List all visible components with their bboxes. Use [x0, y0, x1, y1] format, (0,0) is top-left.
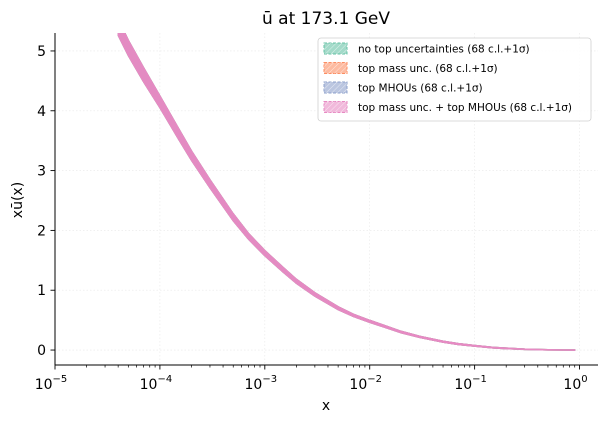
- x-axis-label: x: [322, 398, 330, 414]
- uncertainty-bands: [117, 33, 576, 351]
- chart-title: ū at 173.1 GeV: [262, 9, 390, 29]
- series-band-4: [117, 33, 576, 351]
- legend-label: no top uncertainties (68 c.l.+1σ): [358, 44, 530, 56]
- legend-box: [317, 37, 592, 122]
- legend-label: top mass unc. + top MHOUs (68 c.l.+1σ): [358, 102, 572, 114]
- y-tick-label: 5: [37, 44, 46, 60]
- x-tick-label: 10−3: [245, 374, 278, 393]
- y-tick-label: 2: [37, 223, 46, 239]
- y-tick-label: 3: [37, 164, 46, 180]
- y-tick-label: 4: [37, 104, 46, 120]
- legend-label: top MHOUs (68 c.l.+1σ): [358, 83, 483, 95]
- x-tick-label: 10−1: [454, 374, 487, 393]
- legend-swatch-hatch: [324, 43, 347, 54]
- x-tick-label: 10−5: [35, 374, 68, 393]
- legend-swatch-hatch: [324, 101, 347, 113]
- legend-swatch-hatch: [324, 62, 347, 74]
- tick-labels: 10−5 10−4 10−3 10−2 10−1 100 0 1 2 3 4 5: [35, 44, 588, 393]
- x-tick-label: 10−2: [349, 374, 382, 393]
- axes: [50, 33, 598, 370]
- y-tick-label: 1: [37, 283, 46, 299]
- y-tick-label: 0: [37, 343, 46, 359]
- x-tick-label: 10−4: [140, 374, 173, 393]
- legend: no top uncertainties (68 c.l.+1σ) top mas…: [317, 37, 592, 122]
- legend-label: top mass unc. (68 c.l.+1σ): [358, 63, 498, 75]
- x-tick-label: 100: [563, 374, 587, 393]
- y-axis-label: xū(x): [10, 182, 26, 218]
- legend-swatch-hatch: [324, 82, 347, 93]
